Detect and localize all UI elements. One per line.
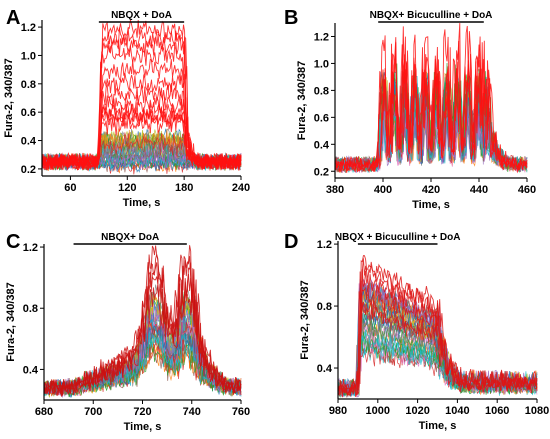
y-tick-label: 0.8 — [314, 85, 329, 97]
x-tick-label: 1020 — [405, 405, 429, 417]
x-tick-label: 60 — [64, 182, 76, 194]
trace-line-highlight — [337, 255, 538, 398]
panel-letter: B — [284, 7, 298, 29]
y-axis-label: Fura-2, 340/387 — [5, 282, 17, 362]
x-tick-label: 460 — [518, 184, 536, 196]
traces — [334, 22, 528, 174]
trace-line-highlight — [337, 258, 538, 395]
x-axis-label: Time, s — [412, 199, 450, 211]
x-tick-label: 1000 — [366, 405, 390, 417]
trace-line-highlight — [41, 19, 242, 171]
x-axis-label: Time, s — [123, 197, 161, 209]
stimulus-label: NBQX + Bicuculline + DoA — [335, 232, 461, 243]
x-tick-label: 120 — [118, 182, 136, 194]
stimulus-label: NBQX+ Bicuculline + DoA — [370, 10, 493, 21]
chart-panel-c: 680 700 720 740 760 0.4 0.8 1.2 Time, s Fura-2, 3… — [5, 231, 250, 433]
traces — [41, 19, 242, 175]
trace-line — [337, 313, 538, 395]
stimulus-label: NBQX + DoA — [111, 10, 172, 21]
x-tick-label: 440 — [470, 184, 488, 196]
x-tick-label: 420 — [422, 184, 440, 196]
x-tick-label: 760 — [232, 406, 250, 418]
y-tick-label: 0.8 — [21, 79, 36, 91]
y-axis-label: Fura-2, 340/387 — [3, 58, 15, 138]
x-tick-label: 1060 — [485, 405, 509, 417]
x-tick-label: 380 — [326, 184, 344, 196]
trace-line — [337, 329, 538, 397]
y-axis-label: Fura-2, 340/387 — [299, 280, 311, 360]
y-tick-label: 1.0 — [314, 58, 329, 70]
trace-line — [337, 336, 538, 398]
x-tick-label: 1040 — [445, 405, 469, 417]
y-axis-label: Fura-2, 340/387 — [296, 61, 308, 141]
x-tick-label: 1080 — [525, 405, 549, 417]
chart-panel-a: 60 120 180 240 0.2 0.4 0.6 0.8 1.0 1.2 Time, s Fura… — [3, 7, 250, 209]
y-tick-label: 1.0 — [21, 50, 36, 62]
trace-line-highlight — [41, 27, 242, 172]
x-tick-label: 720 — [133, 406, 151, 418]
y-tick-label: 0.2 — [21, 164, 36, 176]
x-tick-label: 700 — [84, 406, 102, 418]
y-tick-label: 0.6 — [21, 107, 36, 119]
stimulus-label: NBQX+ DoA — [101, 232, 159, 243]
y-tick-label: 1.2 — [317, 239, 332, 251]
y-tick-label: 0.6 — [314, 112, 329, 124]
panel-letter: C — [6, 231, 20, 253]
panel-letter: D — [284, 231, 298, 253]
x-axis-label: Time, s — [419, 420, 457, 432]
y-tick-label: 0.4 — [317, 363, 333, 375]
x-tick-label: 680 — [35, 406, 53, 418]
x-tick-label: 740 — [183, 406, 201, 418]
x-tick-label: 240 — [232, 182, 250, 194]
panel-letter: A — [6, 7, 20, 29]
trace-line-highlight — [41, 58, 242, 169]
chart-panel-d: 980 1000 1020 1040 1060 1080 0.4 0.8 1.2 Time, s F… — [284, 231, 549, 432]
x-tick-label: 400 — [374, 184, 392, 196]
trace-line-highlight — [337, 284, 538, 397]
y-tick-label: 0.8 — [317, 301, 332, 313]
x-tick-label: 180 — [175, 182, 193, 194]
trace-line-highlight — [43, 245, 242, 397]
y-tick-label: 0.4 — [23, 364, 39, 376]
chart-panel-b: 380 400 420 440 460 0.2 0.4 0.6 0.8 1.0 1.2 Time, s… — [284, 7, 536, 211]
trace-line-highlight — [334, 22, 528, 172]
y-tick-label: 1.2 — [21, 22, 36, 34]
trace-line-highlight — [334, 40, 528, 173]
traces — [337, 255, 538, 398]
traces — [43, 245, 242, 398]
y-tick-label: 0.2 — [314, 166, 329, 178]
y-tick-label: 1.2 — [23, 242, 38, 254]
y-tick-label: 1.2 — [314, 31, 329, 43]
x-tick-label: 980 — [329, 405, 347, 417]
y-tick-label: 0.4 — [21, 136, 37, 148]
y-tick-label: 0.4 — [314, 139, 330, 151]
x-axis-label: Time, s — [124, 421, 162, 433]
y-tick-label: 0.8 — [23, 303, 38, 315]
trace-line-highlight — [337, 269, 538, 398]
